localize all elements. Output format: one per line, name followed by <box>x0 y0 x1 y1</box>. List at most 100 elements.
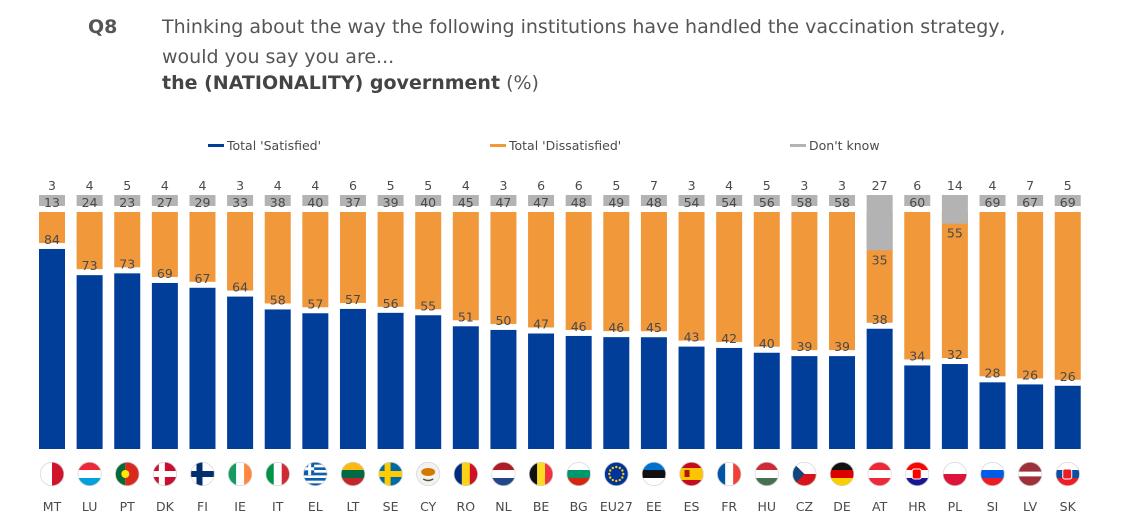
label-dissatisfied-ro: 45 <box>458 195 474 210</box>
x-label-nl: NL <box>495 499 511 514</box>
flag-hr-icon <box>905 462 930 486</box>
bar-satisfied-fr <box>716 347 743 449</box>
flag-fi-icon <box>190 462 215 486</box>
bar-dissatisfied-mt <box>39 212 65 243</box>
label-satisfied-eu27: 46 <box>608 320 624 335</box>
x-label-ro: RO <box>457 499 476 514</box>
label-satisfied-ee: 45 <box>646 320 662 335</box>
bar-satisfied-ee <box>640 337 667 449</box>
bar-dont-know-ro <box>452 195 479 206</box>
label-dont-know-cz: 3 <box>800 178 808 193</box>
bar-dont-know-lu <box>76 195 103 206</box>
label-dont-know-ro: 4 <box>462 178 470 193</box>
label-dissatisfied-ee: 48 <box>646 195 662 210</box>
x-label-si: SI <box>987 499 999 514</box>
bar-dissatisfied-it <box>264 212 291 304</box>
flag-el-icon <box>303 462 328 486</box>
label-dissatisfied-si: 69 <box>985 195 1001 210</box>
bar-dissatisfied-de <box>829 212 856 351</box>
bar-dissatisfied-ro <box>452 212 479 321</box>
label-satisfied-fr: 42 <box>721 331 737 346</box>
label-dont-know-de: 3 <box>838 178 846 193</box>
label-dont-know-it: 4 <box>274 178 282 193</box>
question-subject-line: the (NATIONALITY) government (%) <box>162 72 539 94</box>
flag-pt-icon <box>115 462 140 486</box>
label-dissatisfied-sk: 69 <box>1060 195 1076 210</box>
x-label-es: ES <box>684 499 700 514</box>
label-dont-know-eu27: 5 <box>612 178 620 193</box>
label-dont-know-pt: 5 <box>123 178 131 193</box>
legend-swatch-don-t-know <box>790 144 806 147</box>
bar-dissatisfied-bg <box>565 212 592 330</box>
flag-ro-icon <box>453 462 478 486</box>
label-satisfied-hu: 40 <box>759 336 775 351</box>
bar-satisfied-lv <box>1017 384 1044 449</box>
bar-satisfied-es <box>678 346 705 449</box>
label-satisfied-fi: 67 <box>195 271 211 286</box>
label-dont-know-lu: 4 <box>86 178 94 193</box>
label-satisfied-at: 38 <box>872 312 888 327</box>
bar-satisfied-mt <box>39 248 65 449</box>
label-dont-know-ie: 3 <box>236 178 244 193</box>
label-satisfied-es: 43 <box>684 330 700 345</box>
label-satisfied-se: 56 <box>383 296 399 311</box>
x-label-el: EL <box>308 499 323 514</box>
label-dissatisfied-de: 58 <box>834 195 850 210</box>
bar-satisfied-ro <box>452 326 479 449</box>
x-label-cy: CY <box>420 499 437 514</box>
flag-bg-icon <box>566 462 591 486</box>
legend-swatch-total-dissatisfied <box>490 144 506 147</box>
x-label-hu: HU <box>757 499 776 514</box>
question-number: Q8 <box>88 16 118 38</box>
flag-it-icon <box>265 462 290 486</box>
bar-dissatisfied-lt <box>339 212 366 303</box>
bar-satisfied-pl <box>941 364 968 449</box>
label-satisfied-cz: 39 <box>796 339 812 354</box>
bar-dissatisfied-lu <box>76 212 103 270</box>
label-dissatisfied-ie: 33 <box>232 195 248 210</box>
bar-dissatisfied-el <box>302 212 329 308</box>
country-flags <box>39 461 1080 486</box>
label-satisfied-hr: 34 <box>909 348 925 363</box>
bar-dont-know-hu <box>753 195 780 206</box>
bar-dissatisfied-es <box>678 212 705 341</box>
flag-cz-icon <box>792 462 817 486</box>
label-satisfied-lt: 57 <box>345 292 361 307</box>
label-satisfied-lv: 26 <box>1022 367 1038 382</box>
bar-satisfied-de <box>829 356 856 449</box>
bar-dissatisfied-cz <box>791 212 818 351</box>
label-satisfied-bg: 46 <box>571 319 587 334</box>
label-dont-know-hr: 6 <box>913 178 921 193</box>
bar-satisfied-si <box>979 382 1006 449</box>
x-label-fi: FI <box>197 499 208 514</box>
label-dont-know-se: 5 <box>387 178 395 193</box>
label-dissatisfied-cz: 58 <box>796 195 812 210</box>
label-dont-know-es: 3 <box>688 178 696 193</box>
bar-dont-know-bg <box>565 195 592 206</box>
label-satisfied-cy: 55 <box>420 298 436 313</box>
flag-dk-icon <box>152 462 177 486</box>
label-dissatisfied-it: 38 <box>270 195 286 210</box>
label-dissatisfied-be: 47 <box>533 195 549 210</box>
label-dont-know-sk: 5 <box>1064 178 1072 193</box>
label-satisfied-dk: 69 <box>157 266 173 281</box>
x-label-pt: PT <box>120 499 136 514</box>
bar-dissatisfied-se <box>377 212 404 307</box>
bar-dissatisfied-sk <box>1054 212 1081 380</box>
label-satisfied-pl: 32 <box>947 347 963 362</box>
label-dissatisfied-se: 39 <box>383 195 399 210</box>
bar-dissatisfied-be <box>528 212 555 328</box>
bar-dont-know-ee <box>640 195 667 206</box>
bar-dont-know-lv <box>1017 195 1044 206</box>
label-dissatisfied-lu: 24 <box>82 195 98 210</box>
label-dissatisfied-fi: 29 <box>195 195 211 210</box>
bar-dont-know-es <box>678 195 705 206</box>
label-satisfied-ie: 64 <box>232 280 248 295</box>
bar-dissatisfied-ie <box>227 212 254 291</box>
bar-satisfied-eu27 <box>603 337 630 449</box>
bar-dont-know-hr <box>904 195 931 206</box>
flag-lu-icon <box>77 462 102 486</box>
x-label-eu27: EU27 <box>600 499 633 514</box>
bar-dont-know-dk <box>151 195 178 206</box>
flag-be-icon <box>529 462 554 486</box>
